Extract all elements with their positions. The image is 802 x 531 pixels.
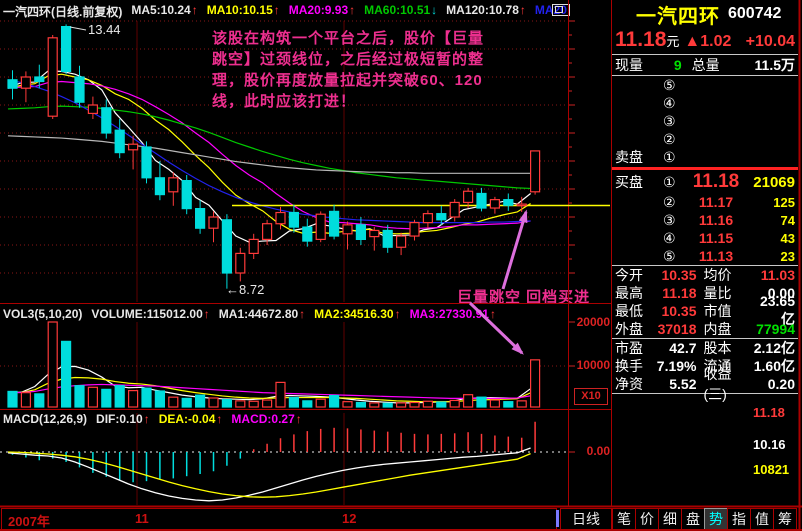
macd-header: MACD(12,26,9) DIF:0.10↑ DEA:-0.04↑ MACD:… (3, 412, 302, 426)
volume-row: 现量 9 总量 11.5万 (612, 55, 798, 76)
up-arrow-icon: ↑ (489, 307, 496, 321)
x-axis-date-strip: 2007年 11 12 (1, 508, 557, 530)
vol-ma2-value: MA2:34516.30↑ (314, 307, 401, 321)
vol-ma1-value: MA1:44672.80↑ (218, 307, 306, 321)
ma5-value: MA5:10.24↑ (131, 3, 198, 17)
up-arrow-icon: ↑ (216, 412, 223, 426)
macd-value: MACD:0.27↑ (231, 412, 302, 426)
dea-value: DEA:-0.04↑ (158, 412, 223, 426)
up-arrow-icon: ↑ (143, 412, 150, 426)
stat-row: 外盘 37018 内盘 77994 (612, 320, 798, 339)
up-arrow-icon: ↑ (349, 3, 356, 17)
bid-ask-divider (612, 167, 798, 170)
buy-level-row[interactable]: 买盘 ① 11.18 21069 (615, 171, 795, 192)
up-arrow-icon: ↑ (295, 412, 302, 426)
stat-row: 最低 10.35 市值 23.65亿 (615, 293, 795, 327)
stock-name: 一汽四环 (636, 5, 720, 28)
vol-indicator-name: VOL3(5,10,20) (3, 307, 83, 321)
main-chart-header: 一汽四环(日线.前复权) MA5:10.24↑ MA10:10.15↑ MA20… (3, 3, 567, 20)
analysis-annotation: 该股在构筑一个平台之后，股价【巨量 跳空】过颈线位，之后经过极短暂的整 理，股价… (212, 30, 485, 110)
stat-row: 换手 7.19% 流通 1.60亿 (615, 358, 795, 374)
vol-ma3-value: MA3:27330.91↑ (409, 307, 496, 321)
month-label: 12 (342, 511, 357, 526)
volume-axis-label: 20000 (576, 315, 610, 329)
volume-multiplier-badge: X10 (574, 388, 608, 405)
stats-block: 今开 10.35 均价 11.03 最高 11.18 量比 0.00 最低 10.35 市值 23… (612, 265, 798, 402)
stat-row: 今开 10.35 均价 11.03 (615, 267, 795, 283)
tab-bi[interactable]: 笔 (612, 508, 636, 530)
macd-zero-label: 0.00 (586, 444, 610, 458)
window-restore-icon[interactable] (552, 4, 570, 16)
bottom-bar: 2007年 11 12 日线 笔 价 细 盘 势 指 值 筹 (0, 506, 802, 531)
tab-xi[interactable]: 细 (658, 508, 682, 530)
price-unit: 元 (666, 34, 680, 49)
intraday-high-label: 11.18 (753, 405, 785, 420)
volume-header: VOL3(5,10,20) VOLUME:115012.00↑ MA1:4467… (3, 307, 496, 321)
buy-level-row[interactable]: ② 11.17 125 (663, 193, 795, 211)
volume-value: VOLUME:115012.00↑ (91, 307, 210, 321)
tab-daily[interactable]: 日线 (560, 508, 612, 530)
now-vol-value: 9 (673, 57, 682, 73)
up-arrow-icon: ↑ (394, 307, 401, 321)
sell-level-row[interactable]: ③ (663, 112, 676, 129)
down-arrow-icon: ↓ (431, 3, 438, 17)
last-price: 11.18 (615, 28, 667, 51)
buy-level-row[interactable]: ⑤ 11.13 23 (663, 247, 795, 265)
intraday-volume-label: 10821 (753, 462, 790, 477)
main-candlestick-chart[interactable] (0, 0, 568, 303)
sell-level-row[interactable]: ② (663, 130, 676, 147)
peak-price-label: 13.44 (88, 22, 121, 37)
chart-title: 一汽四环(日线.前复权) (3, 5, 123, 19)
tab-jia[interactable]: 价 (635, 508, 659, 530)
intraday-mid-label: 10.16 (753, 437, 786, 452)
quote-panel: 一汽四环 600742 11.18 元 ▲1.02 +10.04 现量 9 总量… (612, 0, 798, 506)
sell-level-row[interactable]: 卖盘 ① (615, 148, 676, 166)
sell-level-row[interactable]: ⑤ (663, 76, 676, 93)
buy-level-row[interactable]: ③ 11.16 74 (663, 211, 795, 229)
tab-zhi2[interactable]: 值 (750, 508, 774, 530)
year-label: 2007年 (8, 514, 50, 529)
tab-pan[interactable]: 盘 (681, 508, 705, 530)
stat-row: 最高 11.18 量比 0.00 (615, 285, 795, 301)
stock-code: 600742 (728, 5, 782, 22)
stock-title-row: 一汽四环 600742 (612, 0, 798, 28)
macd-indicator-name: MACD(12,26,9) (3, 412, 88, 426)
tab-chou[interactable]: 筹 (773, 508, 797, 530)
tab-shi-selected[interactable]: 势 (704, 508, 728, 530)
price-change-percent: +10.04 (745, 33, 795, 50)
macd-chart[interactable] (0, 409, 568, 506)
total-vol-value: 11.5万 (754, 57, 795, 73)
price-change: ▲1.02 (684, 33, 732, 50)
up-arrow-icon: ↑ (519, 3, 526, 17)
price-axis: 20000 10000 X10 0.00 (568, 0, 612, 506)
ma60-value: MA60:10.51↓ (364, 3, 438, 17)
low-price-label: ←8.72 (226, 282, 265, 297)
stat-row: 净资 5.52 收益(三) 0.20 (612, 366, 798, 402)
price-row: 11.18 元 ▲1.02 +10.04 (612, 28, 798, 55)
volume-chart[interactable] (0, 303, 568, 409)
up-arrow-icon: ↑ (203, 307, 210, 321)
volume-axis-label: 10000 (576, 358, 610, 372)
sell-level-row[interactable]: ④ (663, 94, 676, 111)
month-label: 11 (135, 511, 149, 526)
buy-level-row[interactable]: ④ 11.15 43 (663, 229, 795, 247)
total-vol-label: 总量 (691, 57, 720, 73)
up-arrow-icon: ↑ (299, 307, 306, 321)
dif-value: DIF:0.10↑ (96, 412, 150, 426)
ma10-value: MA10:10.15↑ (206, 3, 280, 17)
up-arrow-icon: ↑ (273, 3, 280, 17)
ma20-value: MA20:9.93↑ (288, 3, 356, 17)
scroll-position-indicator[interactable] (556, 510, 559, 527)
jump-annotation-label: 巨量跳空 回档买进 (457, 289, 591, 306)
ma120-value: MA120:10.78↑ (446, 3, 526, 17)
tab-zhi[interactable]: 指 (727, 508, 751, 530)
up-arrow-icon: ↑ (191, 3, 198, 17)
stat-row: 市盈 42.7 股本 2.12亿 (615, 340, 795, 356)
now-vol-label: 现量 (615, 57, 643, 73)
